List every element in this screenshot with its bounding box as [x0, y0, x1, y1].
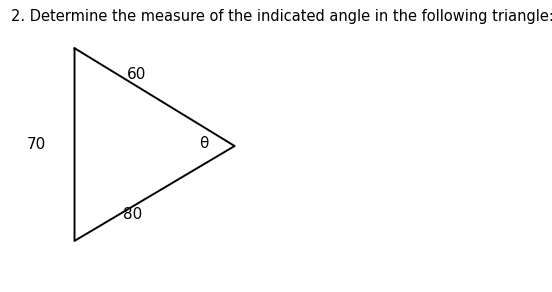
Text: 60: 60 [127, 67, 147, 82]
Text: θ: θ [200, 135, 209, 151]
Text: 70: 70 [26, 137, 45, 152]
Text: 2. Determine the measure of the indicated angle in the following triangle:: 2. Determine the measure of the indicate… [11, 9, 552, 24]
Text: 80: 80 [123, 207, 142, 222]
